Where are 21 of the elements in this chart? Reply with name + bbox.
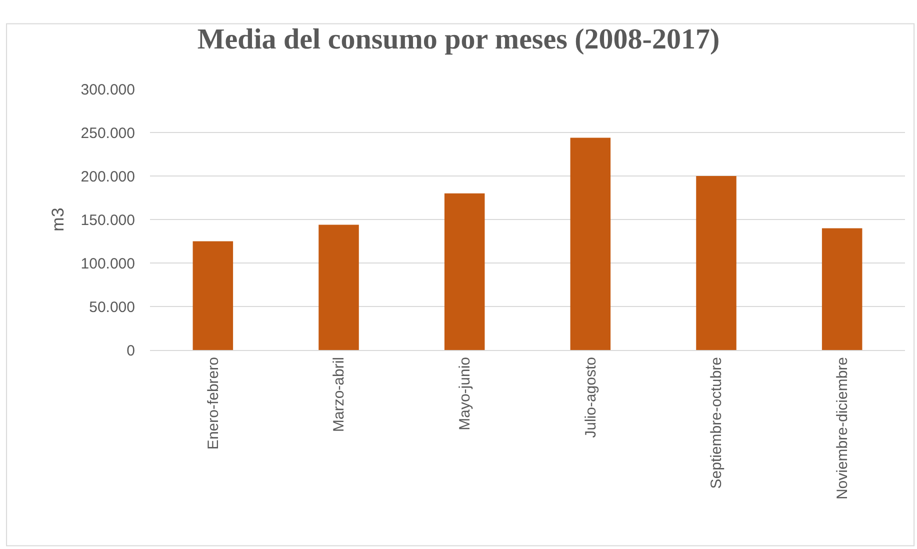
chart-title: Media del consumo por meses (2008-2017)	[197, 24, 720, 56]
y-axis-title: m3	[48, 208, 68, 232]
x-tick-label: Mayo-junio	[456, 357, 474, 430]
bar	[570, 138, 611, 350]
bar	[318, 224, 359, 350]
bar	[822, 228, 862, 350]
bar	[444, 193, 485, 350]
y-tick-label: 50.000	[89, 298, 135, 316]
y-tick-label: 300.000	[80, 81, 135, 98]
y-tick-label: 0	[126, 342, 135, 360]
x-tick-label: Enero-febrero	[204, 357, 222, 450]
bar	[696, 176, 736, 350]
bar	[192, 241, 234, 350]
x-tick-label: Marzo-abril	[330, 357, 348, 432]
y-tick-label: 150.000	[80, 212, 135, 229]
y-tick-label: 100.000	[80, 255, 135, 272]
x-tick-label: Julio-agosto	[582, 357, 600, 438]
y-tick-label: 200.000	[80, 168, 135, 186]
x-tick-label: Septiembre-octubre	[708, 357, 726, 489]
x-tick-label: Noviembre-diciembre	[834, 357, 851, 500]
y-tick-label: 250.000	[80, 124, 135, 142]
